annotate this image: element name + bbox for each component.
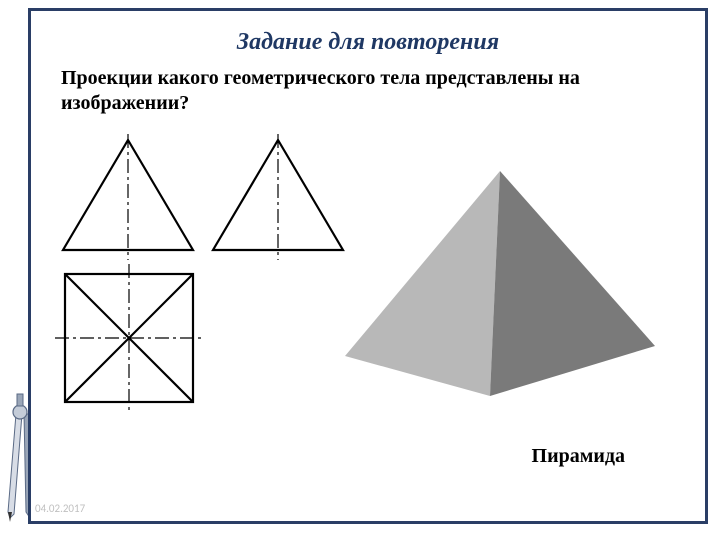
- slide-title: Задание для повторения: [31, 29, 705, 56]
- date-stamp: 04.02.2017: [35, 502, 85, 515]
- answer-label: Пирамида: [532, 445, 625, 468]
- content-area: Пирамида: [31, 116, 705, 496]
- pyramid-3d: [345, 166, 665, 421]
- orthographic-projections: [53, 134, 353, 429]
- question-text: Проекции какого геометрического тела пре…: [61, 66, 675, 116]
- slide-frame: Задание для повторения Проекции какого г…: [28, 8, 708, 524]
